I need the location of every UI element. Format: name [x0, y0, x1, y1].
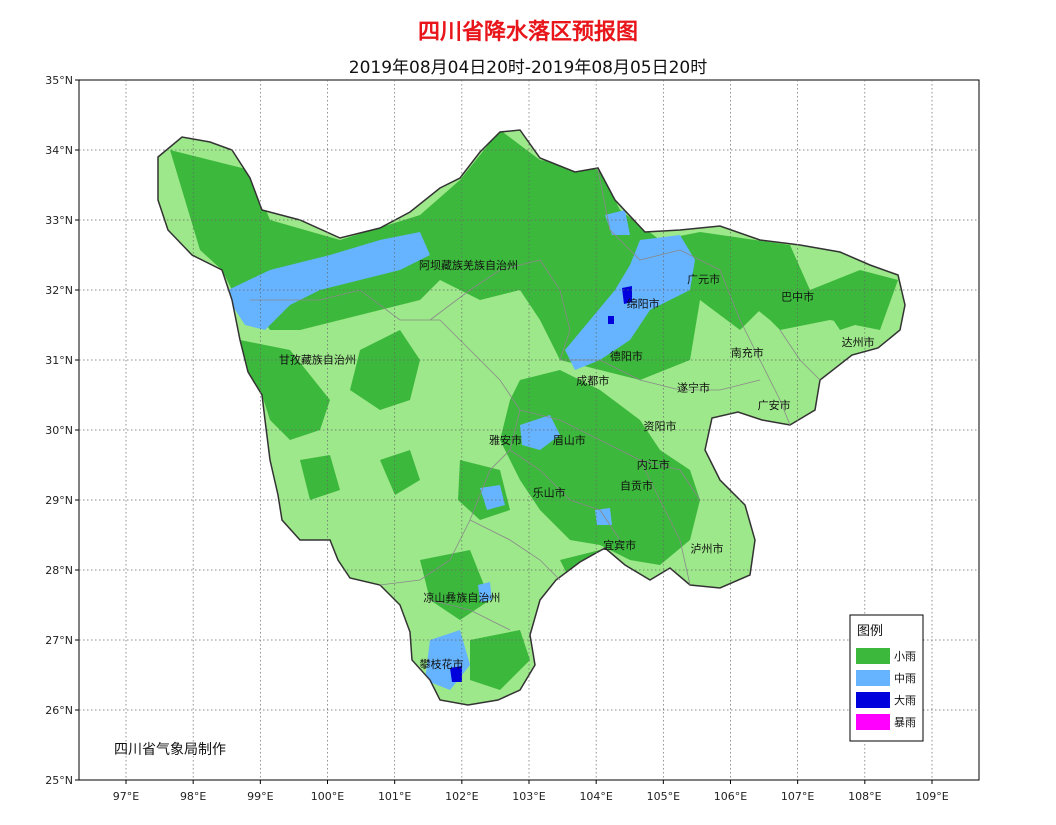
latitude-tick-label: 26°N: [45, 704, 73, 717]
longitude-tick-label: 103°E: [512, 790, 545, 803]
city-label: 凉山彝族自治州: [423, 591, 500, 605]
longitude-tick-label: 104°E: [579, 790, 612, 803]
legend-label: 大雨: [894, 693, 916, 707]
longitude-tick-label: 101°E: [378, 790, 411, 803]
latitude-tick-label: 30°N: [45, 424, 73, 437]
credit-text: 四川省气象局制作: [114, 742, 226, 758]
legend-label: 中雨: [894, 672, 916, 685]
city-label: 泸州市: [690, 542, 723, 556]
longitude-tick-label: 105°E: [647, 790, 680, 803]
city-label: 广元市: [687, 272, 720, 286]
city-label: 遂宁市: [677, 381, 710, 395]
city-label: 绵阳市: [627, 297, 660, 311]
latitude-tick-label: 27°N: [45, 634, 73, 647]
longitude-tick-label: 99°E: [247, 790, 273, 803]
legend-swatch: [856, 648, 890, 664]
city-label: 宜宾市: [603, 538, 636, 552]
heavy-rain-areas: [450, 286, 632, 682]
legend-label: 小雨: [894, 650, 916, 663]
latitude-tick-label: 34°N: [45, 144, 73, 157]
longitude-tick-label: 108°E: [848, 790, 881, 803]
longitude-tick-label: 98°E: [180, 790, 206, 803]
city-label: 内江市: [637, 458, 670, 472]
latitude-tick-label: 35°N: [45, 74, 73, 87]
graticule: [79, 80, 979, 780]
latitude-tick-label: 32°N: [45, 284, 73, 297]
city-label: 巴中市: [781, 290, 814, 304]
legend-label: 暴雨: [894, 716, 916, 729]
legend-swatch: [856, 692, 890, 708]
latitude-tick-label: 28°N: [45, 564, 73, 577]
city-label: 攀枝花市: [420, 657, 464, 671]
latitude-tick-label: 25°N: [45, 774, 73, 787]
map-title: 四川省降水落区预报图: [417, 20, 638, 45]
city-label: 广安市: [758, 398, 791, 412]
city-label: 乐山市: [533, 486, 566, 500]
city-label: 阿坝藏族羌族自治州: [419, 258, 518, 272]
city-label: 资阳市: [643, 419, 676, 433]
city-label: 成都市: [576, 374, 609, 388]
city-label: 甘孜藏族自治州: [279, 353, 356, 367]
legend-swatch: [856, 670, 890, 686]
city-label: 眉山市: [553, 433, 586, 447]
longitude-tick-label: 97°E: [113, 790, 139, 803]
longitude-tick-label: 106°E: [714, 790, 747, 803]
city-label: 德阳市: [610, 349, 643, 363]
map-subtitle: 2019年08月04日20时-2019年08月05日20时: [348, 58, 708, 78]
latitude-tick-label: 29°N: [45, 494, 73, 507]
legend-swatch: [856, 714, 890, 730]
longitude-tick-label: 102°E: [445, 790, 478, 803]
longitude-ticks: 97°E 98°E 99°E 100°E 101°E 102°E 103°E 104°E 105…: [113, 780, 949, 803]
longitude-tick-label: 100°E: [311, 790, 344, 803]
legend-title: 图例: [857, 624, 883, 639]
longitude-tick-label: 109°E: [915, 790, 948, 803]
city-label: 雅安市: [489, 433, 522, 447]
latitude-tick-label: 31°N: [45, 354, 73, 367]
longitude-tick-label: 107°E: [781, 790, 814, 803]
latitude-ticks: 35°N 34°N 33°N 32°N 31°N 30°N 29°N 28°N 27°N 26°N…: [45, 74, 79, 787]
city-label: 达州市: [842, 335, 875, 349]
city-label: 自贡市: [620, 479, 653, 493]
city-label: 南充市: [731, 346, 764, 360]
latitude-tick-label: 33°N: [45, 214, 73, 227]
